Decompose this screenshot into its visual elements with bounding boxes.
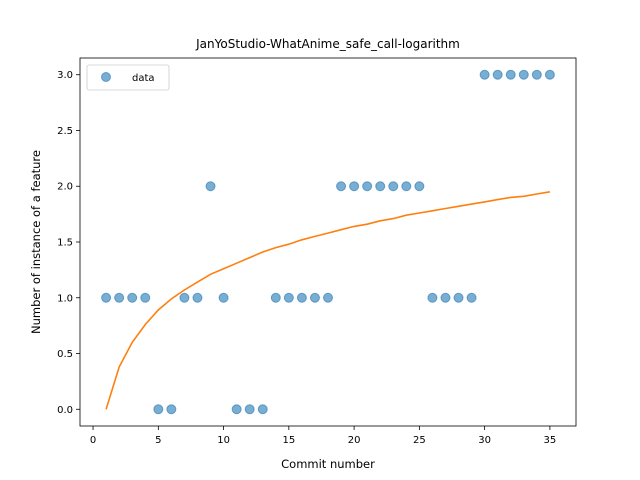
data-point [309,292,320,303]
x-tick-label: 0 [90,435,96,446]
data-point [505,69,516,80]
data-point [440,292,451,303]
data-point [323,292,333,303]
data-point [518,69,529,80]
data-point [257,404,268,415]
data-point [388,181,399,192]
fit-line [105,191,551,410]
data-point [375,181,386,192]
legend-marker-data [101,72,111,82]
data-point [101,292,112,303]
y-tick-label: 3.0 [57,70,73,81]
data-point [296,292,307,303]
y-tick-label: 2.0 [57,182,73,193]
chart-title: JanYoStudio-WhatAnime_safe_call-logarith… [195,37,460,51]
x-tick-label: 30 [478,435,491,446]
data-point [401,181,412,192]
data-point [479,69,490,80]
x-tick-label: 10 [217,435,230,446]
x-axis: 0 5 10 15 20 25 30 35 [90,426,556,446]
data-point [531,69,542,80]
x-tick-label: 20 [348,435,361,446]
data-point [127,292,138,303]
data-point [492,69,503,80]
data-point [153,404,164,415]
data-point [453,292,464,303]
data-point [427,292,438,303]
y-tick-label: 0.0 [57,405,73,416]
data-point [140,292,151,303]
data-point [218,292,229,303]
data-point [349,181,360,192]
data-point [192,292,203,303]
plot-area [101,69,555,415]
data-point [244,404,255,415]
y-tick-label: 1.0 [57,293,73,304]
data-point [283,292,294,303]
x-tick-label: 5 [155,435,161,446]
y-axis-label: Number of instance of a feature [29,150,43,334]
data-point [466,292,477,303]
x-axis-label: Commit number [281,457,375,471]
x-tick-label: 15 [282,435,295,446]
y-axis: 0.0 0.5 1.0 1.5 2.0 2.5 3.0 [57,70,80,416]
data-point [270,292,281,303]
data-point [179,292,190,303]
data-point [231,404,242,415]
data-point [336,181,347,192]
data-point [114,292,125,303]
data-point [544,69,555,80]
legend: data [86,64,170,91]
data-point [205,181,216,192]
data-point [414,181,425,192]
plot-frame [79,57,577,427]
y-tick-label: 0.5 [57,349,73,360]
legend-box [86,64,170,91]
legend-label-data: data [132,73,155,84]
data-point [362,181,373,192]
y-tick-label: 2.5 [57,126,73,137]
x-tick-label: 35 [544,435,557,446]
y-tick-label: 1.5 [57,238,73,249]
data-point [166,404,177,415]
x-tick-label: 25 [413,435,426,446]
